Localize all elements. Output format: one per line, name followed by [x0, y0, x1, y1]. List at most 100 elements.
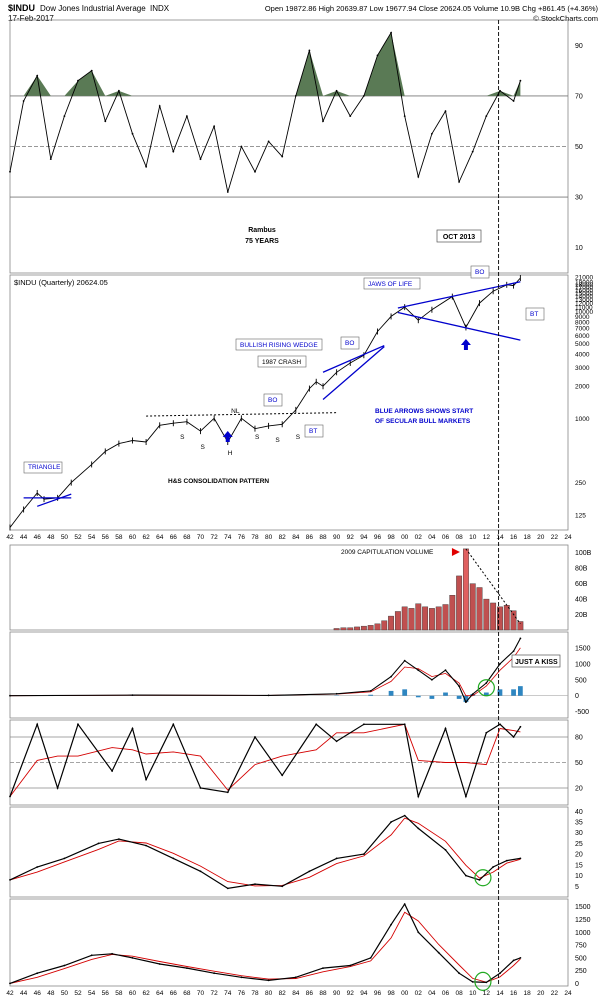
- stoch-point-1: [36, 723, 38, 725]
- rsi-point-15: [213, 125, 215, 127]
- volume-bar-5: [368, 625, 373, 630]
- momentum-point-18: [438, 952, 440, 954]
- momentum-x-tick-13: 68: [183, 990, 191, 997]
- price-chart-title: $INDU (Quarterly) 20624.05: [14, 278, 108, 287]
- macd-point-15: [513, 650, 515, 652]
- stoch-point-18: [465, 796, 467, 798]
- annotation-bt-2: BT: [530, 311, 538, 318]
- adx-point-18: [465, 875, 467, 877]
- macd-point-6: [404, 660, 406, 662]
- price-x-tick-9: 60: [129, 534, 137, 541]
- volume-y-tick-4: 20B: [575, 612, 588, 619]
- momentum-x-tick-15: 72: [211, 990, 219, 997]
- momentum-point-14: [370, 957, 372, 959]
- volume-bar-15: [436, 607, 441, 630]
- momentum-x-tick-29: 00: [401, 990, 409, 997]
- stoch-point-10: [254, 736, 256, 738]
- momentum-y-tick-0: 1500: [575, 904, 591, 911]
- momentum-x-tick-40: 22: [551, 990, 559, 997]
- price-x-tick-35: 12: [483, 534, 491, 541]
- price-x-tick-34: 10: [469, 534, 477, 541]
- adx-point-1: [36, 866, 38, 868]
- momentum-point-20: [472, 981, 474, 983]
- volume-y-tick-3: 40B: [575, 597, 588, 604]
- momentum-x-tick-24: 90: [333, 990, 341, 997]
- momentum-x-tick-12: 66: [170, 990, 178, 997]
- momentum-point-7: [186, 967, 188, 969]
- price-x-tick-38: 18: [524, 534, 532, 541]
- momentum-x-tick-36: 14: [496, 990, 504, 997]
- momentum-x-tick-16: 74: [224, 990, 232, 997]
- adx-y-tick-2: 30: [575, 830, 583, 837]
- macd-y-tick-3: 0: [575, 693, 579, 700]
- rsi-point-1: [23, 100, 25, 102]
- momentum-x-tick-20: 82: [279, 990, 287, 997]
- volume-bar-2: [348, 628, 353, 630]
- annotation-blue-arrows-1: BLUE ARROWS SHOWS START: [375, 408, 473, 415]
- stoch-point-8: [200, 787, 202, 789]
- price-x-tick-15: 72: [211, 534, 219, 541]
- macd-hist-bar-5: [389, 691, 394, 696]
- adx-y-tick-7: 5: [575, 884, 579, 891]
- rsi-point-25: [349, 115, 351, 117]
- macd-point-12: [472, 693, 474, 695]
- annotation-nl: NL: [231, 408, 240, 415]
- volume-bar-4: [361, 626, 366, 630]
- adx-point-10: [281, 885, 283, 887]
- momentum-y-tick-2: 1000: [575, 930, 591, 937]
- price-x-tick-29: 00: [401, 534, 409, 541]
- adx-point-19: [479, 879, 481, 881]
- annotation-s-2: S: [201, 444, 206, 451]
- stoch-point-16: [417, 796, 419, 798]
- copyright: © StockCharts.com: [533, 14, 598, 23]
- macd-point-4: [370, 690, 372, 692]
- stoch-y-tick-0: 80: [575, 735, 583, 742]
- macd-hist-bar-8: [430, 696, 435, 699]
- momentum-x-tick-19: 80: [265, 990, 273, 997]
- stoch-point-13: [336, 740, 338, 742]
- momentum-point-21: [485, 982, 487, 984]
- volume-bar-20: [470, 584, 475, 630]
- adx-point-22: [520, 858, 522, 860]
- macd-point-11: [465, 701, 467, 703]
- momentum-point-22: [499, 972, 501, 974]
- adx-point-21: [506, 860, 508, 862]
- rsi-point-30: [417, 176, 419, 178]
- volume-bar-19: [463, 549, 468, 630]
- price-y-tick-17: 3000: [575, 365, 590, 372]
- annotation-bt-1: BT: [309, 428, 317, 435]
- price-x-tick-20: 82: [279, 534, 287, 541]
- price-x-tick-28: 98: [387, 534, 395, 541]
- price-x-tick-10: 62: [142, 534, 150, 541]
- price-x-tick-36: 14: [496, 534, 504, 541]
- adx-point-8: [227, 888, 229, 890]
- rsi-y-tick-3: 30: [575, 195, 583, 202]
- volume-bar-12: [416, 604, 421, 630]
- annotation-s-4: S: [275, 437, 280, 444]
- stoch-point-19: [485, 732, 487, 734]
- momentum-x-tick-3: 48: [47, 990, 55, 997]
- momentum-x-tick-35: 12: [483, 990, 491, 997]
- price-x-tick-18: 78: [251, 534, 259, 541]
- price-x-tick-3: 48: [47, 534, 55, 541]
- price-x-tick-33: 08: [456, 534, 464, 541]
- rsi-point-7: [104, 120, 106, 122]
- price-x-tick-19: 80: [265, 534, 273, 541]
- annotation-bo-2: BO: [345, 340, 354, 347]
- momentum-x-tick-38: 18: [524, 990, 532, 997]
- volume-bar-14: [429, 608, 434, 630]
- momentum-point-13: [349, 965, 351, 967]
- adx-y-tick-1: 35: [575, 820, 583, 827]
- momentum-x-tick-21: 84: [292, 990, 300, 997]
- momentum-x-tick-28: 98: [387, 990, 395, 997]
- momentum-x-tick-23: 88: [319, 990, 327, 997]
- momentum-y-tick-6: 0: [575, 981, 579, 988]
- rsi-point-26: [363, 95, 365, 97]
- rsi-point-35: [485, 115, 487, 117]
- rsi-point-36: [499, 90, 501, 92]
- adx-point-7: [200, 870, 202, 872]
- volume-bar-7: [382, 621, 387, 630]
- momentum-x-tick-33: 08: [456, 990, 464, 997]
- macd-y-tick-1: 1000: [575, 661, 591, 668]
